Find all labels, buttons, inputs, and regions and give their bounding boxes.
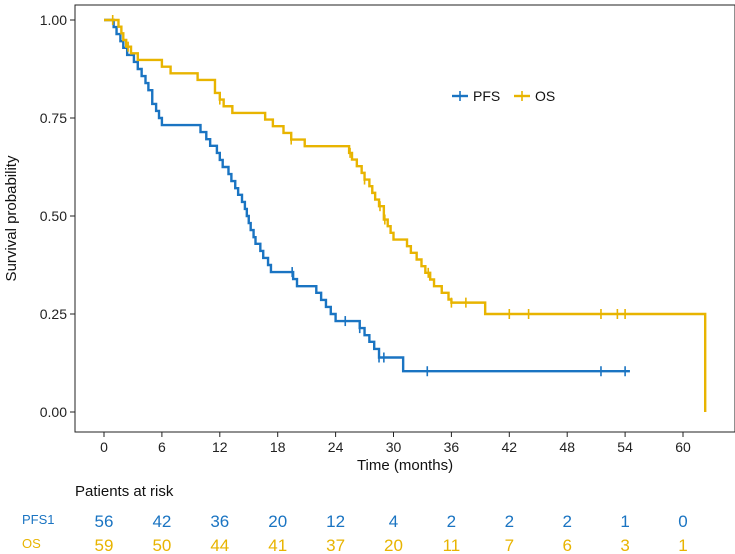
risk-count: 7 — [505, 536, 514, 554]
legend: PFS OS — [452, 88, 555, 104]
risk-count: 6 — [562, 536, 571, 554]
y-axis-label: Survival probability — [3, 155, 20, 281]
x-tick-label: 0 — [100, 439, 108, 455]
risk-count: 56 — [95, 512, 114, 531]
risk-count: 37 — [326, 536, 345, 554]
risk-count: 36 — [210, 512, 229, 531]
x-axis-label: Time (months) — [357, 457, 453, 474]
plot-border — [74, 4, 735, 433]
risk-count: 2 — [505, 512, 514, 531]
x-tick-label: 48 — [559, 439, 575, 455]
x-tick-label: 24 — [328, 439, 344, 455]
x-tick-label: 42 — [502, 439, 518, 455]
x-tick-label: 30 — [386, 439, 402, 455]
risk-count: 0 — [678, 512, 687, 531]
risk-count: 41 — [268, 536, 287, 554]
legend-label: PFS — [473, 88, 500, 104]
risk-table-title: Patients at risk — [75, 483, 174, 500]
x-tick-label: 54 — [617, 439, 633, 455]
x-tick-label: 18 — [270, 439, 286, 455]
risk-count: 3 — [620, 536, 629, 554]
risk-count: 20 — [384, 536, 403, 554]
y-tick-label: 0.25 — [40, 306, 67, 322]
risk-count: 4 — [389, 512, 398, 531]
series-layer — [104, 15, 707, 412]
legend-label: OS — [535, 88, 555, 104]
x-tick-label: 36 — [444, 439, 460, 455]
risk-count: 2 — [562, 512, 571, 531]
risk-count: 1 — [678, 536, 687, 554]
series-pfs — [104, 18, 630, 377]
risk-count: 1 — [620, 512, 629, 531]
series-os — [104, 15, 707, 412]
y-tick-label: 0.50 — [40, 208, 67, 224]
risk-count: 44 — [210, 536, 229, 554]
risk-count: 12 — [326, 512, 345, 531]
risk-count: 50 — [152, 536, 171, 554]
series-line-pfs — [104, 18, 630, 373]
series-line-os — [104, 18, 707, 412]
risk-count: 42 — [152, 512, 171, 531]
y-tick-label: 0.75 — [40, 110, 67, 126]
risk-table: PFS1 56 42 36 20 12 4 2 2 2 1 0OS 59 50 44 41 37 20 11 7 6 3 1 — [22, 512, 688, 554]
y-tick-label: 0.00 — [40, 404, 67, 420]
risk-count: 2 — [447, 512, 456, 531]
risk-row-label: OS — [22, 536, 41, 551]
risk-count: 11 — [443, 536, 461, 554]
risk-count: 59 — [95, 536, 114, 554]
risk-count: 20 — [268, 512, 287, 531]
y-tick-label: 1.00 — [40, 12, 67, 28]
axes: 0.00 0.25 0.50 0.75 1.00 0 6 12 18 24 30 36 42 48 54 60 — [40, 4, 735, 455]
x-tick-label: 6 — [158, 439, 166, 455]
risk-row-label: PFS1 — [22, 512, 55, 527]
x-tick-label: 60 — [675, 439, 691, 455]
x-tick-label: 12 — [212, 439, 228, 455]
